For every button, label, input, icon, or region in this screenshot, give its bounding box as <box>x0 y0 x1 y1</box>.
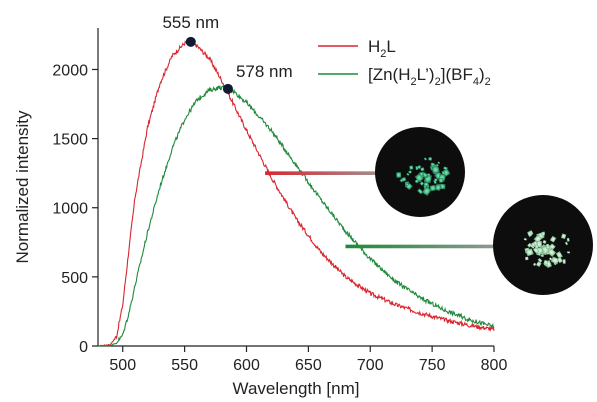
x-axis-title: Wavelength [nm] <box>233 379 360 398</box>
x-tick-label-500: 500 <box>109 357 136 374</box>
powder-photo-2 <box>493 195 593 295</box>
powder-photo-2-grain <box>540 254 544 257</box>
powder-photo-1-grain <box>406 172 410 176</box>
peak-label-1: 578 nm <box>236 62 293 81</box>
peak-marker-0 <box>185 36 196 47</box>
powder-photo-2-grain <box>566 251 571 254</box>
powder-photo-2-grain <box>527 242 533 248</box>
legend-zn-p3: ](BF <box>441 65 473 84</box>
powder-photo-1-grain <box>428 156 433 161</box>
powder-photo-2-grain <box>549 235 557 243</box>
powder-photo-2-grain <box>555 251 563 259</box>
powder-photo-1-grain <box>417 188 424 195</box>
powder-photo-1-grain <box>409 165 414 170</box>
powder-photo-2-grain <box>535 261 542 267</box>
legend-h2l-sub: 2 <box>380 48 386 60</box>
x-tick-label-800: 800 <box>481 357 508 374</box>
legend-zn-s3: 4 <box>473 76 479 88</box>
powder-photo-1-grain <box>419 181 425 186</box>
y-tick-label-2000: 2000 <box>52 62 88 79</box>
series-line-0 <box>97 39 495 347</box>
powder-photo-1-grain <box>422 172 429 178</box>
powder-photo-1-grain <box>437 161 441 165</box>
connector-0 <box>265 171 393 175</box>
powder-photo-1-grain <box>433 179 437 185</box>
powder-photo-1-grain <box>401 176 407 182</box>
series-lines <box>97 39 495 347</box>
powder-photo-2-grain <box>556 256 563 264</box>
powder-photo-1-grain <box>414 179 419 184</box>
powder-photo-2-grain <box>523 237 527 241</box>
legend-zn-s2: 2 <box>435 76 441 88</box>
powder-photo-2-grain <box>547 247 557 257</box>
x-tick-label-550: 550 <box>171 357 198 374</box>
powder-photo-1-grain <box>408 170 413 174</box>
powder-photo-1-grain <box>443 166 448 171</box>
powder-photo-2-grain <box>546 243 550 248</box>
powder-photo-2-grain <box>566 237 570 242</box>
legend-h2l-base: H <box>368 37 380 56</box>
powder-photo-2-grain <box>562 259 566 264</box>
powder-photo-1-grain <box>422 186 432 197</box>
legend-label-h2l: H2L <box>368 37 396 60</box>
legend-zn-p4: ) <box>479 65 485 84</box>
legend-zn-p2: L’) <box>417 65 435 84</box>
powder-photo-2-grain <box>548 257 553 261</box>
powder-photo-2-grain <box>542 239 547 244</box>
powder-photo-2-grain <box>527 231 533 237</box>
powder-photo-1-grain <box>420 167 425 172</box>
powder-photo-1-grain <box>435 163 439 167</box>
powder-photo-2-grain <box>525 248 534 257</box>
ticks: 500 550 600 650 700 750 800 0 500 1000 1500 2000 <box>52 62 507 374</box>
powder-photo-1-grain <box>405 182 410 187</box>
powder-photo-1-grain <box>427 173 431 176</box>
legend-zn-p1: [Zn(H <box>368 65 411 84</box>
powder-photo-1-grain <box>423 157 428 161</box>
legend-label-zn: [Zn(H2L’)2](BF4)2 <box>368 65 491 88</box>
peak-label-0: 555 nm <box>162 13 219 32</box>
legend-zn-s1: 2 <box>411 76 417 88</box>
powder-photo-2-grain <box>531 242 536 248</box>
powder-photo-1-grain <box>417 164 422 170</box>
powder-photo-1-grain <box>419 171 424 177</box>
legend: H2L [Zn(H2L’)2](BF4)2 <box>318 37 491 88</box>
powder-photo-1-grain <box>396 172 402 178</box>
y-tick-label-1000: 1000 <box>52 201 88 218</box>
y-axis-title: Normalized intensity <box>13 110 32 264</box>
x-tick-label-600: 600 <box>233 357 260 374</box>
connector-1 <box>345 244 511 249</box>
powder-photo-2-grain <box>550 256 560 265</box>
legend-h2l-tail: L <box>386 37 395 56</box>
series-line-1 <box>97 85 495 347</box>
axes <box>97 28 494 347</box>
powder-photo-2-grain <box>533 262 537 267</box>
photos <box>375 127 593 295</box>
powder-photo-2-grain <box>564 241 569 246</box>
powder-photo-2-grain <box>537 257 543 263</box>
powder-photo-1-grain <box>431 165 440 174</box>
powder-photo-1 <box>375 127 465 217</box>
y-tick-label-500: 500 <box>61 270 88 287</box>
peak-marker-1 <box>222 83 233 94</box>
powder-photo-1-grain <box>415 165 419 171</box>
y-tick-label-0: 0 <box>79 339 88 356</box>
powder-photo-2-grain <box>543 259 549 266</box>
powder-photo-2-grain <box>532 247 540 254</box>
powder-photo-2-grain <box>533 234 543 244</box>
powder-photo-1-grain <box>434 178 438 182</box>
powder-photo-2-grain <box>525 256 529 261</box>
powder-photo-2-grain <box>561 233 567 240</box>
legend-zn-s4: 2 <box>485 76 491 88</box>
powder-photo-1-grain <box>441 171 446 175</box>
x-tick-label-650: 650 <box>295 357 322 374</box>
powder-photo-1-grain <box>438 177 444 183</box>
annotations: 555 nm 578 nm <box>162 13 293 94</box>
powder-photo-1-grain <box>423 182 429 187</box>
x-tick-label-750: 750 <box>419 357 446 374</box>
x-tick-label-700: 700 <box>357 357 384 374</box>
y-tick-label-1500: 1500 <box>52 132 88 149</box>
powder-photo-1-grain <box>434 183 442 192</box>
powder-photo-2-grain <box>541 232 545 236</box>
